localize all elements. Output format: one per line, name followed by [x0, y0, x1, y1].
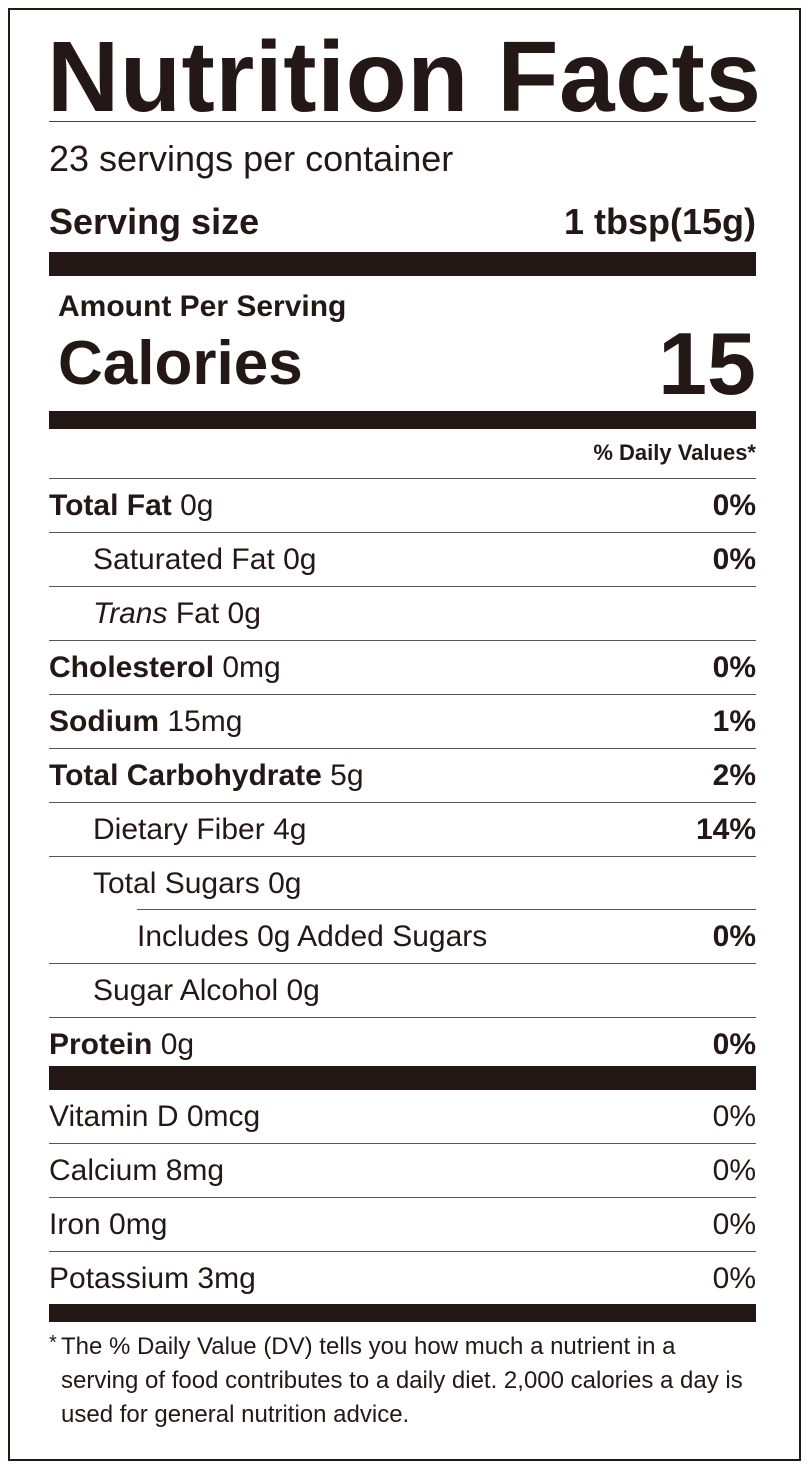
- nutrient-amount: 0g: [227, 596, 261, 630]
- vitamin-daily-value: 0%: [712, 1207, 756, 1241]
- serving-size: Serving size 1 tbsp(15g): [49, 198, 756, 246]
- nutrient-name: Protein 0g: [49, 1028, 194, 1062]
- nutrient-amount: 0g: [268, 866, 302, 900]
- nutrient-label: Includes 0g Added Sugars: [137, 919, 488, 953]
- vitamin-row: Iron 0mg 0%: [49, 1197, 756, 1251]
- nutrient-row: Total Carbohydrate 5g 2%: [49, 748, 756, 802]
- nutrient-amount: 0g: [180, 488, 214, 522]
- footnote: * The % Daily Value (DV) tells you how m…: [49, 1330, 756, 1432]
- vitamin-name: Iron 0mg: [49, 1207, 168, 1241]
- nutrient-label: Total Carbohydrate: [49, 758, 322, 792]
- nutrient-row: Dietary Fiber 4g 14%: [49, 802, 756, 856]
- nutrient-label: Sugar Alcohol: [93, 973, 279, 1007]
- nutrient-daily-value: 0%: [712, 542, 756, 576]
- nutrient-row: Trans Fat 0g: [49, 586, 756, 640]
- nutrient-row: Protein 0g 0%: [49, 1017, 756, 1071]
- vitamin-daily-value: 0%: [712, 1153, 756, 1187]
- nutrient-label: Dietary Fiber: [93, 812, 265, 846]
- nutrient-name: Dietary Fiber 4g: [49, 813, 306, 847]
- nutrient-label: Trans: [93, 596, 168, 630]
- nutrient-name: Trans Fat 0g: [49, 597, 261, 631]
- vitamin-row: Vitamin D 0mcg 0%: [49, 1090, 756, 1143]
- nutrient-name: Includes 0g Added Sugars: [49, 920, 487, 954]
- nutrient-row: Total Sugars 0g: [49, 856, 756, 910]
- calories-value: 15: [658, 314, 756, 413]
- nutrient-row: Includes 0g Added Sugars 0%: [49, 909, 756, 963]
- label-border: [8, 8, 801, 1461]
- serving-size-value: 1 tbsp(15g): [563, 201, 756, 242]
- nutrient-name: Cholesterol 0mg: [49, 651, 281, 685]
- vitamin-name: Vitamin D 0mcg: [49, 1099, 261, 1133]
- nutrient-label-suffix: Fat: [175, 596, 220, 630]
- daily-values-header: % Daily Values*: [593, 440, 756, 465]
- nutrient-label: Total Sugars: [93, 866, 260, 900]
- nutrient-name: Total Sugars 0g: [49, 867, 301, 901]
- amount-per-serving: Amount Per Serving: [58, 290, 347, 323]
- nutrient-row: Cholesterol 0mg 0%: [49, 640, 756, 694]
- vitamin-name: Calcium 8mg: [49, 1153, 225, 1187]
- nutrient-daily-value: 2%: [712, 758, 756, 792]
- nutrient-name: Sodium 15mg: [49, 705, 242, 739]
- servings-per-container: 23 servings per container: [49, 138, 454, 179]
- nutrient-amount: 5g: [330, 758, 364, 792]
- vitamin-daily-value: 0%: [712, 1261, 756, 1295]
- divider: [49, 121, 756, 122]
- nutrient-row: Sugar Alcohol 0g: [49, 963, 756, 1017]
- nutrient-list: Total Fat 0g 0% Saturated Fat 0g 0% Trans Fa…: [49, 478, 756, 1071]
- calories-label: Calories: [58, 329, 303, 398]
- nutrient-name: Saturated Fat 0g: [49, 543, 317, 577]
- vitamin-row: Potassium 3mg 0%: [49, 1251, 756, 1305]
- nutrient-amount: 0mg: [222, 650, 281, 684]
- thick-divider: [49, 1066, 756, 1090]
- nutrient-row: Saturated Fat 0g 0%: [49, 532, 756, 586]
- calories-row: Calories 15: [58, 314, 756, 413]
- nutrient-daily-value: 1%: [712, 704, 756, 738]
- vitamin-list: Vitamin D 0mcg 0% Calcium 8mg 0% Iron 0mg 0% P…: [49, 1090, 756, 1305]
- nutrient-amount: 4g: [273, 812, 307, 846]
- nutrient-label: Protein: [49, 1027, 153, 1061]
- footnote-text: The % Daily Value (DV) tells you how muc…: [61, 1333, 743, 1428]
- nutrient-label: Cholesterol: [49, 650, 215, 684]
- nutrient-daily-value: 0%: [712, 650, 756, 684]
- nutrient-label: Total Fat: [49, 488, 172, 522]
- nutrient-amount: 0g: [286, 973, 320, 1007]
- nutrient-row: Total Fat 0g 0%: [49, 478, 756, 532]
- nutrient-label: Saturated Fat: [93, 542, 275, 576]
- nutrient-daily-value: 0%: [712, 488, 756, 522]
- nutrient-name: Total Fat 0g: [49, 489, 214, 523]
- thick-divider: [49, 1304, 756, 1322]
- nutrient-daily-value: 0%: [712, 919, 756, 953]
- nutrient-label: Sodium: [49, 704, 159, 738]
- vitamin-daily-value: 0%: [712, 1099, 756, 1133]
- footnote-asterisk: *: [49, 1332, 57, 1354]
- nutrient-daily-value: 14%: [695, 812, 756, 846]
- thick-divider: [49, 411, 756, 429]
- nutrient-amount: 0g: [283, 542, 317, 576]
- label-title: Nutrition Facts: [47, 21, 762, 133]
- nutrient-name: Total Carbohydrate 5g: [49, 759, 364, 793]
- nutrient-name: Sugar Alcohol 0g: [49, 974, 320, 1008]
- nutrient-amount: 15mg: [167, 704, 243, 738]
- vitamin-name: Potassium 3mg: [49, 1261, 256, 1295]
- nutrient-daily-value: 0%: [712, 1027, 756, 1061]
- nutrient-row: Sodium 15mg 1%: [49, 694, 756, 748]
- vitamin-row: Calcium 8mg 0%: [49, 1143, 756, 1197]
- thick-divider: [49, 252, 756, 276]
- serving-size-label: Serving size: [49, 201, 260, 242]
- nutrient-amount: 0g: [160, 1027, 195, 1061]
